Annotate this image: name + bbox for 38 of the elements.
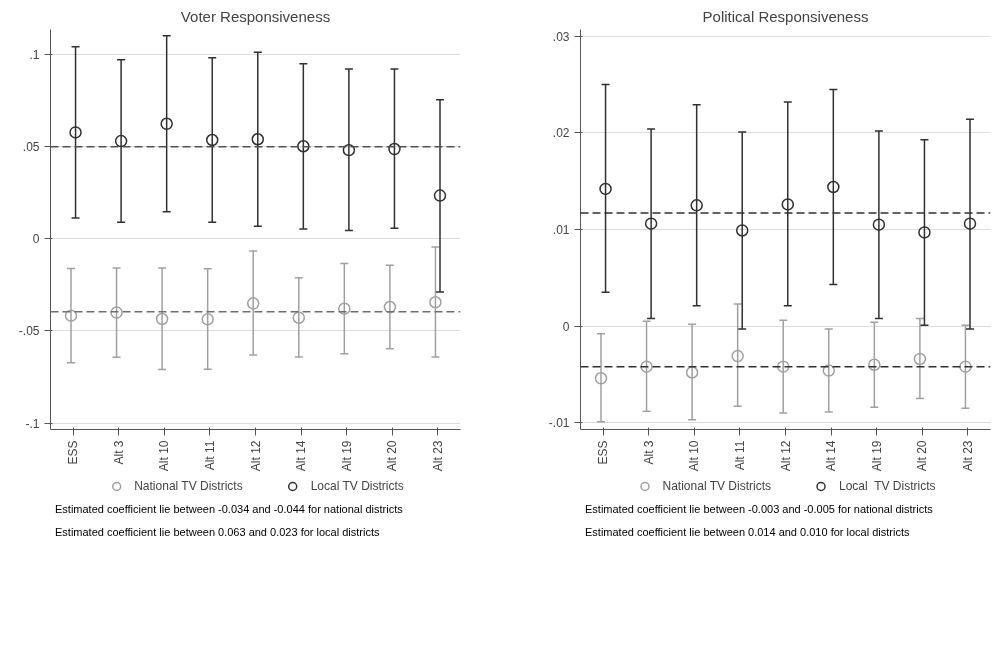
x-tick-label: Alt 11 [202, 440, 217, 471]
x-tick-label: Alt 12 [248, 440, 263, 472]
legend-label: Local TV Districts [839, 479, 936, 493]
y-tick-label: .05 [22, 140, 40, 155]
chart-title: Political Responsiveness [702, 7, 869, 25]
y-tick-label: 0 [562, 319, 570, 334]
text: Estimated coefficient lie between -0.003 and -0.005 for national districts [585, 503, 933, 515]
x-tick-label: ESS [66, 440, 81, 465]
y-tick-label: .01 [552, 223, 570, 237]
x-tick-label: Alt 10 [157, 440, 172, 472]
y-tick-label: 0 [32, 232, 40, 247]
text: Estimated coefficient lie between -0.034 and -0.044 for national districts [55, 503, 403, 515]
x-tick-label: Alt 10 [687, 440, 702, 472]
x-tick-label: Alt 20 [915, 440, 930, 472]
x-tick-label: Alt 23 [430, 440, 445, 472]
y-tick-label: .1 [29, 48, 40, 63]
y-tick-label: -.01 [548, 416, 570, 431]
y-tick-label: -.1 [25, 416, 40, 431]
x-tick-label: Alt 14 [294, 440, 309, 472]
x-tick-label: Alt 12 [778, 440, 793, 472]
text: Estimated coefficient lie between 0.014 and 0.010 for local districts [585, 526, 910, 538]
legend-label: Local TV Districts [310, 479, 404, 493]
y-tick-label: -.05 [18, 324, 40, 339]
chart-title: Voter Responsiveness [180, 7, 331, 25]
x-tick-label: ESS [596, 440, 611, 465]
x-tick-label: Alt 3 [111, 440, 126, 465]
x-tick-label: Alt 14 [824, 440, 839, 472]
y-tick-label: .03 [552, 29, 570, 44]
x-tick-label: Alt 3 [641, 440, 656, 465]
x-tick-label: Alt 19 [339, 440, 354, 472]
x-tick-label: Alt 20 [385, 440, 400, 472]
x-tick-label: Alt 19 [869, 440, 884, 472]
x-tick-label: Alt 11 [732, 440, 747, 471]
legend-label: National TV Districts [134, 479, 243, 493]
text: Estimated coefficient lie between 0.063 and 0.023 for local districts [55, 526, 380, 538]
legend-label: National TV Districts [662, 479, 772, 493]
y-tick-label: .02 [552, 126, 570, 141]
x-tick-label: Alt 23 [960, 440, 975, 472]
